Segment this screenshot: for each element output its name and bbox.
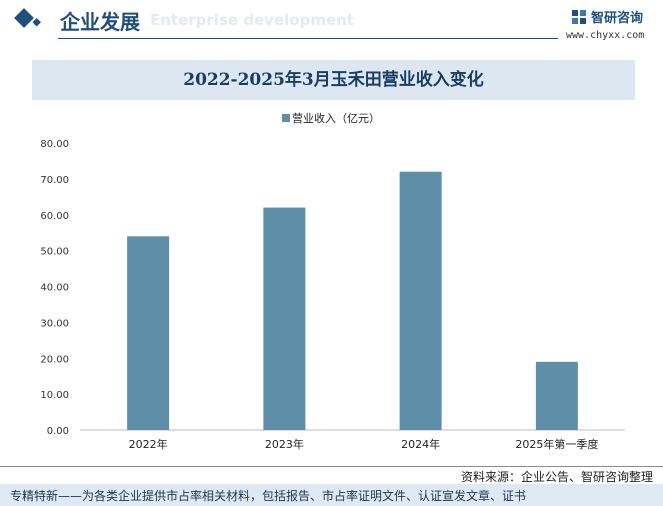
header-divider [58,38,558,39]
y-tick-label: 60.00 [40,211,69,222]
brand-logo-icon [572,10,586,24]
y-tick-label: 80.00 [40,139,69,150]
section-subtitle: Enterprise development [150,11,354,29]
source-divider [0,466,663,467]
x-tick-label: 2023年 [265,437,304,451]
y-tick-label: 50.00 [40,247,69,258]
y-tick-label: 30.00 [40,318,69,329]
bar-2 [263,207,306,430]
chart-title-band: 2022-2025年3月玉禾田营业收入变化 [32,60,635,100]
page-header: Enterprise development 企业发展 智研咨询 www.chy… [0,0,663,44]
y-tick-label: 70.00 [40,175,69,186]
chart-legend: 营业收入（亿元） [282,110,380,126]
bar-4 [535,361,578,430]
section-title: 企业发展 [60,10,140,34]
source-note: 资料来源：企业公告、智研咨询整理 [460,470,653,484]
bar-chart: 0.00 10.00 20.00 30.00 40.00 50.00 60.00 70.00 8… [40,139,625,451]
footer-text: 专精特新——为各类企业提供市占率相关材料，包括报告、市占率证明文件、认证宣发文章… [10,489,527,503]
x-tick-label: 2022年 [129,437,168,451]
x-tick-label: 2024年 [401,437,440,451]
footer-banner: 专精特新——为各类企业提供市占率相关材料，包括报告、市占率证明文件、认证宣发文章… [0,484,663,506]
x-tick-label: 2025年第一季度 [515,437,598,451]
brand-name: 智研咨询 [591,11,644,26]
y-tick-label: 40.00 [40,283,69,294]
legend-swatch [282,114,290,122]
y-tick-label: 0.00 [47,426,69,437]
bar-3 [399,171,442,430]
bar-1 [127,236,170,430]
brand-url: www.chyxx.com [566,30,645,41]
y-tick-label: 20.00 [40,354,69,365]
y-tick-label: 10.00 [40,390,69,401]
chart-title: 2022-2025年3月玉禾田营业收入变化 [183,70,484,90]
legend-label: 营业收入（亿元） [292,112,380,125]
